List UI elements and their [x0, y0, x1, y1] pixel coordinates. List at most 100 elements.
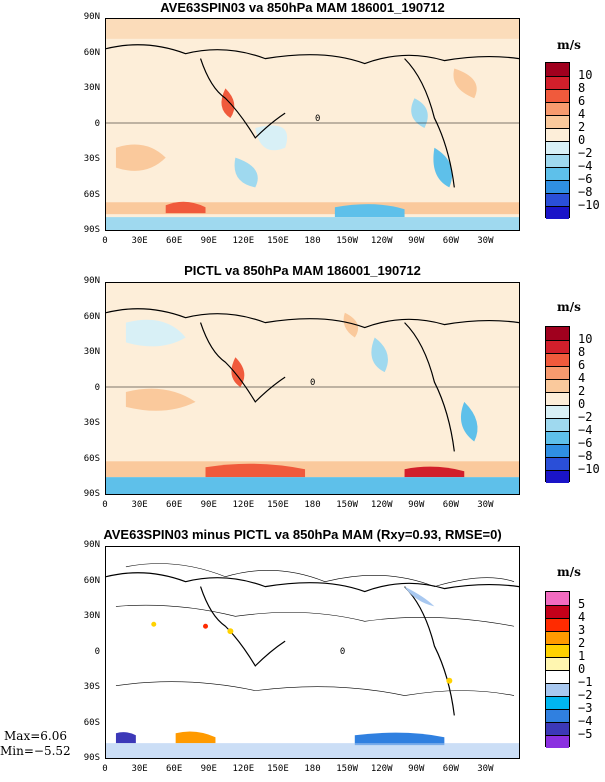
- lon-label: 0: [102, 500, 108, 510]
- colorbar-label: −4: [578, 159, 593, 173]
- colorbar: [545, 326, 570, 483]
- colorbar-label: 6: [578, 358, 586, 372]
- colorbar-swatch: [546, 327, 569, 340]
- colorbar-swatch: [546, 128, 569, 141]
- panel1-map-svg: 0: [106, 19, 519, 230]
- lon-label: 30E: [131, 764, 148, 774]
- colorbar-swatch: [546, 618, 569, 631]
- colorbar-swatch: [546, 154, 569, 167]
- lat-label: 90N: [83, 12, 100, 22]
- max-stat: Max=6.06: [4, 729, 67, 743]
- lon-label: 90W: [408, 236, 425, 246]
- colorbar-label: 10: [578, 68, 593, 82]
- lon-label: 60W: [442, 236, 459, 246]
- colorbar-label: 10: [578, 332, 593, 346]
- colorbar-label: −1: [578, 675, 593, 689]
- colorbar-swatch: [546, 167, 569, 180]
- panel2-map-svg: 0: [106, 283, 519, 494]
- panel3-title: AVE63SPIN03 minus PICTL va 850hPa MAM (R…: [103, 527, 502, 542]
- colorbar-label: −3: [578, 701, 593, 715]
- lat-label: 30N: [83, 347, 100, 357]
- colorbar-swatch: [546, 379, 569, 392]
- colorbar-label: −2: [578, 146, 593, 160]
- lon-label: 90E: [200, 764, 217, 774]
- lon-label: 60W: [442, 500, 459, 510]
- colorbar-label: 3: [578, 623, 586, 637]
- lat-label: 30S: [83, 418, 100, 428]
- colorbar-label: 0: [578, 133, 586, 147]
- lat-label: 30S: [83, 682, 100, 692]
- colorbar-label: −4: [578, 423, 593, 437]
- lon-label: 120W: [370, 236, 393, 246]
- colorbar-label: −8: [578, 449, 593, 463]
- colorbar-label: −10: [578, 462, 600, 476]
- colorbar-swatch: [546, 115, 569, 128]
- lat-label: 0: [94, 646, 100, 657]
- lon-label: 90E: [200, 236, 217, 246]
- lat-label: 60N: [83, 311, 100, 322]
- contour-label: 0: [315, 114, 320, 124]
- panel2-units: m/s: [557, 300, 581, 314]
- lon-label: 150E: [267, 764, 289, 774]
- colorbar-label: −6: [578, 436, 593, 450]
- min-stat: Min=−5.52: [0, 744, 71, 758]
- colorbar-swatch: [546, 683, 569, 696]
- colorbar-label: −8: [578, 185, 593, 199]
- lon-label: 180: [304, 764, 321, 774]
- colorbar-swatch: [546, 76, 569, 89]
- lon-label: 120E: [232, 236, 255, 246]
- colorbar-label: 6: [578, 94, 586, 108]
- colorbar-label: 5: [578, 597, 586, 611]
- colorbar-swatch: [546, 670, 569, 683]
- colorbar-swatch: [546, 89, 569, 102]
- colorbar-label: −5: [578, 727, 593, 741]
- panel1-title: AVE63SPIN03 va 850hPa MAM 186001_190712: [160, 0, 445, 15]
- lat-label: 90S: [83, 753, 100, 763]
- colorbar-swatch: [546, 405, 569, 418]
- colorbar: [545, 62, 570, 219]
- lon-label: 150W: [336, 764, 358, 774]
- lat-label: 0: [94, 382, 100, 393]
- colorbar-swatch: [546, 63, 569, 76]
- colorbar-label: 8: [578, 81, 586, 95]
- lat-label: 90N: [83, 276, 100, 286]
- colorbar-swatch: [546, 431, 569, 444]
- colorbar-swatch: [546, 657, 569, 670]
- colorbar-label: 2: [578, 120, 586, 134]
- lon-label: 60E: [166, 500, 183, 510]
- lon-label: 120E: [232, 764, 255, 774]
- lon-label: 150E: [267, 236, 289, 246]
- lat-label: 30S: [83, 154, 100, 164]
- contour-label: 0: [310, 378, 315, 388]
- lon-label: 0: [102, 764, 108, 774]
- lat-label: 90S: [83, 489, 100, 499]
- colorbar-swatch: [546, 735, 569, 748]
- colorbar-label: 2: [578, 384, 586, 398]
- lat-label: 90N: [83, 540, 100, 550]
- lon-label: 180: [304, 236, 321, 246]
- colorbar-swatch: [546, 206, 569, 219]
- contour-label: 0: [340, 647, 345, 657]
- colorbar-label: −2: [578, 410, 593, 424]
- colorbar-label: 0: [578, 397, 586, 411]
- lon-label: 30E: [131, 236, 148, 246]
- lon-label: 60E: [166, 764, 183, 774]
- colorbar-swatch: [546, 631, 569, 644]
- lat-label: 30N: [83, 611, 100, 621]
- colorbar-swatch: [546, 141, 569, 154]
- lon-label: 30E: [131, 500, 148, 510]
- lat-label: 60S: [83, 717, 100, 728]
- panel3-map-svg: 0: [106, 547, 519, 758]
- panel2-map: 0: [105, 282, 520, 495]
- lat-label: 30N: [83, 83, 100, 93]
- colorbar-swatch: [546, 366, 569, 379]
- colorbar-label: 0: [578, 662, 586, 676]
- colorbar-swatch: [546, 193, 569, 206]
- lon-label: 0: [102, 236, 108, 246]
- lat-label: 0: [94, 118, 100, 129]
- colorbar-swatch: [546, 340, 569, 353]
- lon-label: 150W: [336, 236, 358, 246]
- panel1-map: 0: [105, 18, 520, 231]
- colorbar-label: −4: [578, 714, 593, 728]
- colorbar: [545, 591, 570, 748]
